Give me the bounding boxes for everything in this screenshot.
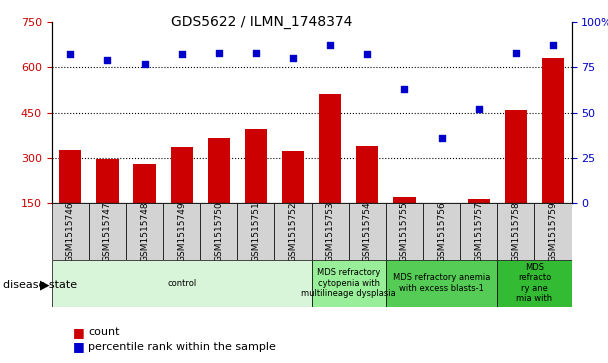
Bar — [59, 150, 81, 203]
Point — [548, 42, 558, 48]
Bar — [423, 203, 460, 260]
Point — [66, 52, 75, 57]
Point — [177, 52, 187, 57]
Text: MDS refractory anemia
with excess blasts-1: MDS refractory anemia with excess blasts… — [393, 273, 490, 293]
Bar — [237, 203, 274, 260]
Text: count: count — [88, 327, 120, 337]
Bar — [207, 138, 230, 203]
Bar — [319, 94, 341, 203]
Point — [437, 135, 446, 141]
Point — [325, 42, 335, 48]
Text: GSM1515751: GSM1515751 — [251, 201, 260, 262]
Point — [288, 55, 298, 61]
Point — [251, 50, 261, 56]
Bar — [460, 203, 497, 260]
Bar — [126, 203, 163, 260]
Text: control: control — [167, 279, 196, 287]
Text: GSM1515756: GSM1515756 — [437, 201, 446, 262]
Bar — [386, 260, 497, 307]
Text: GSM1515748: GSM1515748 — [140, 201, 149, 262]
Point — [474, 106, 483, 112]
Text: GSM1515759: GSM1515759 — [548, 201, 558, 262]
Bar — [430, 203, 453, 206]
Bar — [349, 203, 386, 260]
Bar — [311, 260, 386, 307]
Bar — [282, 151, 304, 203]
Bar — [89, 203, 126, 260]
Point — [103, 57, 112, 63]
Point — [511, 50, 520, 56]
Bar — [52, 203, 89, 260]
Bar — [497, 260, 572, 307]
Text: ■: ■ — [73, 340, 85, 353]
Bar — [133, 164, 156, 203]
Bar — [96, 159, 119, 203]
Bar — [170, 147, 193, 203]
Point — [214, 50, 224, 56]
Bar — [386, 203, 423, 260]
Bar — [200, 203, 237, 260]
Point — [399, 86, 409, 92]
Bar — [274, 203, 311, 260]
Bar — [356, 146, 378, 203]
Text: GSM1515750: GSM1515750 — [214, 201, 223, 262]
Text: ■: ■ — [73, 326, 85, 339]
Point — [362, 52, 372, 57]
Text: GSM1515754: GSM1515754 — [363, 201, 372, 262]
Bar — [311, 203, 349, 260]
Bar — [468, 199, 490, 203]
Bar — [245, 129, 267, 203]
Bar — [542, 58, 564, 203]
Text: GSM1515749: GSM1515749 — [177, 201, 186, 262]
Text: GSM1515758: GSM1515758 — [511, 201, 520, 262]
Text: percentile rank within the sample: percentile rank within the sample — [88, 342, 276, 352]
Text: ▶: ▶ — [40, 278, 50, 291]
Text: disease state: disease state — [3, 280, 77, 290]
Bar — [52, 260, 311, 307]
Text: GSM1515757: GSM1515757 — [474, 201, 483, 262]
Text: GSM1515755: GSM1515755 — [400, 201, 409, 262]
Bar — [163, 203, 200, 260]
Bar — [497, 203, 534, 260]
Text: GSM1515753: GSM1515753 — [326, 201, 334, 262]
Text: MDS refractory
cytopenia with
multilineage dysplasia: MDS refractory cytopenia with multilinea… — [302, 268, 396, 298]
Text: GDS5622 / ILMN_1748374: GDS5622 / ILMN_1748374 — [171, 15, 352, 29]
Text: GSM1515752: GSM1515752 — [289, 201, 297, 262]
Text: GSM1515747: GSM1515747 — [103, 201, 112, 262]
Bar — [505, 110, 527, 203]
Bar — [534, 203, 572, 260]
Point — [140, 61, 150, 66]
Text: MDS
refracto
ry ane
mia with: MDS refracto ry ane mia with — [516, 263, 553, 303]
Bar — [393, 197, 415, 203]
Text: GSM1515746: GSM1515746 — [66, 201, 75, 262]
